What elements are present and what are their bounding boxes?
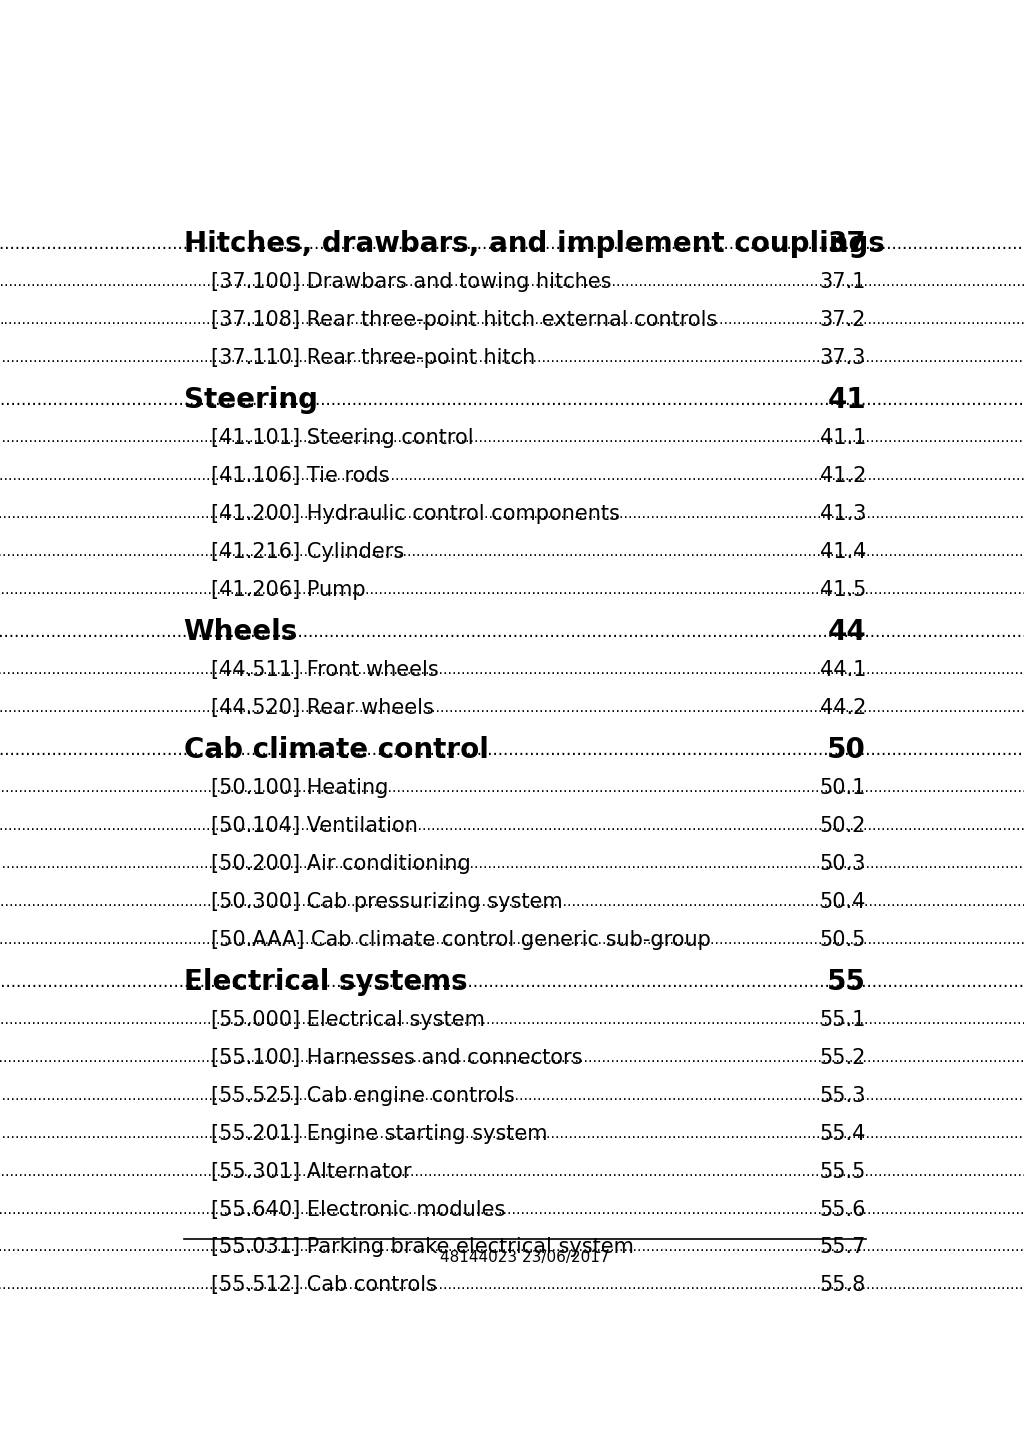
Text: ................................................................................: ........................................… bbox=[0, 973, 1024, 990]
Text: ................................................................................: ........................................… bbox=[0, 432, 1024, 445]
Text: ................................................................................: ........................................… bbox=[0, 1202, 1024, 1216]
Text: 41.3: 41.3 bbox=[819, 504, 866, 524]
Text: ................................................................................: ........................................… bbox=[0, 623, 1024, 641]
Text: ................................................................................: ........................................… bbox=[0, 1241, 1024, 1254]
Text: 55.3: 55.3 bbox=[819, 1086, 866, 1106]
Text: [50.100] Heating: [50.100] Heating bbox=[211, 778, 389, 798]
Text: ................................................................................: ........................................… bbox=[0, 663, 1024, 676]
Text: 50: 50 bbox=[827, 736, 866, 765]
Text: ................................................................................: ........................................… bbox=[0, 391, 1024, 410]
Text: [55.201] Engine starting system: [55.201] Engine starting system bbox=[211, 1124, 548, 1144]
Text: [50.200] Air conditioning: [50.200] Air conditioning bbox=[211, 854, 471, 875]
Text: ................................................................................: ........................................… bbox=[0, 469, 1024, 484]
Text: 55.1: 55.1 bbox=[819, 1011, 866, 1030]
Text: 50.4: 50.4 bbox=[819, 892, 866, 912]
Text: 55: 55 bbox=[827, 969, 866, 996]
Text: [55.525] Cab engine controls: [55.525] Cab engine controls bbox=[211, 1086, 515, 1106]
Text: 37.2: 37.2 bbox=[819, 310, 866, 330]
Text: 50.2: 50.2 bbox=[819, 817, 866, 835]
Text: [41.200] Hydraulic control components: [41.200] Hydraulic control components bbox=[211, 504, 621, 524]
Text: 44.1: 44.1 bbox=[819, 660, 866, 681]
Text: 41.1: 41.1 bbox=[819, 429, 866, 447]
Text: 55.2: 55.2 bbox=[819, 1048, 866, 1069]
Text: [55.512] Cab controls: [55.512] Cab controls bbox=[211, 1276, 437, 1296]
Text: 44.2: 44.2 bbox=[819, 698, 866, 718]
Text: Wheels: Wheels bbox=[183, 618, 298, 646]
Text: ................................................................................: ........................................… bbox=[0, 1127, 1024, 1141]
Text: [37.108] Rear three-point hitch external controls: [37.108] Rear three-point hitch external… bbox=[211, 310, 718, 330]
Text: 55.7: 55.7 bbox=[819, 1238, 866, 1257]
Text: [55.000] Electrical system: [55.000] Electrical system bbox=[211, 1011, 485, 1030]
Text: Steering: Steering bbox=[183, 387, 317, 414]
Text: ................................................................................: ........................................… bbox=[0, 1051, 1024, 1064]
Text: [37.110] Rear three-point hitch: [37.110] Rear three-point hitch bbox=[211, 348, 536, 368]
Text: [50.AAA] Cab climate control generic sub-group: [50.AAA] Cab climate control generic sub… bbox=[211, 930, 712, 950]
Text: Cab climate control: Cab climate control bbox=[183, 736, 488, 765]
Text: ................................................................................: ........................................… bbox=[0, 235, 1024, 253]
Text: 44: 44 bbox=[827, 618, 866, 646]
Text: 41.4: 41.4 bbox=[819, 542, 866, 562]
Text: [37.100] Drawbars and towing hitches: [37.100] Drawbars and towing hitches bbox=[211, 272, 611, 292]
Text: ................................................................................: ........................................… bbox=[0, 350, 1024, 365]
Text: [55.301] Alternator: [55.301] Alternator bbox=[211, 1161, 412, 1182]
Text: 41.2: 41.2 bbox=[819, 466, 866, 487]
Text: [41.101] Steering control: [41.101] Steering control bbox=[211, 429, 474, 447]
Text: ................................................................................: ........................................… bbox=[0, 275, 1024, 290]
Text: 55.6: 55.6 bbox=[819, 1199, 866, 1219]
Text: 55.5: 55.5 bbox=[819, 1161, 866, 1182]
Text: ................................................................................: ........................................… bbox=[0, 857, 1024, 870]
Text: 48144023 23/06/2017: 48144023 23/06/2017 bbox=[440, 1250, 609, 1266]
Text: [55.640] Electronic modules: [55.640] Electronic modules bbox=[211, 1199, 506, 1219]
Text: 50.5: 50.5 bbox=[819, 930, 866, 950]
Text: [50.104] Ventilation: [50.104] Ventilation bbox=[211, 817, 418, 835]
Text: ................................................................................: ........................................… bbox=[0, 1279, 1024, 1293]
Text: 50.3: 50.3 bbox=[819, 854, 866, 875]
Text: [41.106] Tie rods: [41.106] Tie rods bbox=[211, 466, 390, 487]
Text: ................................................................................: ........................................… bbox=[0, 895, 1024, 909]
Text: [44.520] Rear wheels: [44.520] Rear wheels bbox=[211, 698, 434, 718]
Text: 37.3: 37.3 bbox=[819, 348, 866, 368]
Text: [50.300] Cab pressurizing system: [50.300] Cab pressurizing system bbox=[211, 892, 563, 912]
Text: 50.1: 50.1 bbox=[819, 778, 866, 798]
Text: Hitches, drawbars, and implement couplings: Hitches, drawbars, and implement couplin… bbox=[183, 230, 885, 258]
Text: ................................................................................: ........................................… bbox=[0, 701, 1024, 715]
Text: ................................................................................: ........................................… bbox=[0, 820, 1024, 833]
Text: [55.100] Harnesses and connectors: [55.100] Harnesses and connectors bbox=[211, 1048, 583, 1069]
Text: 55.4: 55.4 bbox=[819, 1124, 866, 1144]
Text: ................................................................................: ........................................… bbox=[0, 1089, 1024, 1103]
Text: ................................................................................: ........................................… bbox=[0, 544, 1024, 559]
Text: 37.1: 37.1 bbox=[819, 272, 866, 292]
Text: [41.206] Pump: [41.206] Pump bbox=[211, 579, 366, 599]
Text: 37: 37 bbox=[827, 230, 866, 258]
Text: 41: 41 bbox=[827, 387, 866, 414]
Text: ................................................................................: ........................................… bbox=[0, 933, 1024, 947]
Text: 41.5: 41.5 bbox=[819, 579, 866, 599]
Text: Electrical systems: Electrical systems bbox=[183, 969, 467, 996]
Text: ................................................................................: ........................................… bbox=[0, 1014, 1024, 1027]
Text: ................................................................................: ........................................… bbox=[0, 313, 1024, 327]
Text: [44.511] Front wheels: [44.511] Front wheels bbox=[211, 660, 439, 681]
Text: ................................................................................: ........................................… bbox=[0, 1164, 1024, 1179]
Text: ................................................................................: ........................................… bbox=[0, 507, 1024, 521]
Text: ................................................................................: ........................................… bbox=[0, 582, 1024, 597]
Text: [41.216] Cylinders: [41.216] Cylinders bbox=[211, 542, 404, 562]
Text: ................................................................................: ........................................… bbox=[0, 780, 1024, 795]
Text: 55.8: 55.8 bbox=[820, 1276, 866, 1296]
Text: [55.031] Parking brake electrical system: [55.031] Parking brake electrical system bbox=[211, 1238, 634, 1257]
Text: ................................................................................: ........................................… bbox=[0, 741, 1024, 759]
